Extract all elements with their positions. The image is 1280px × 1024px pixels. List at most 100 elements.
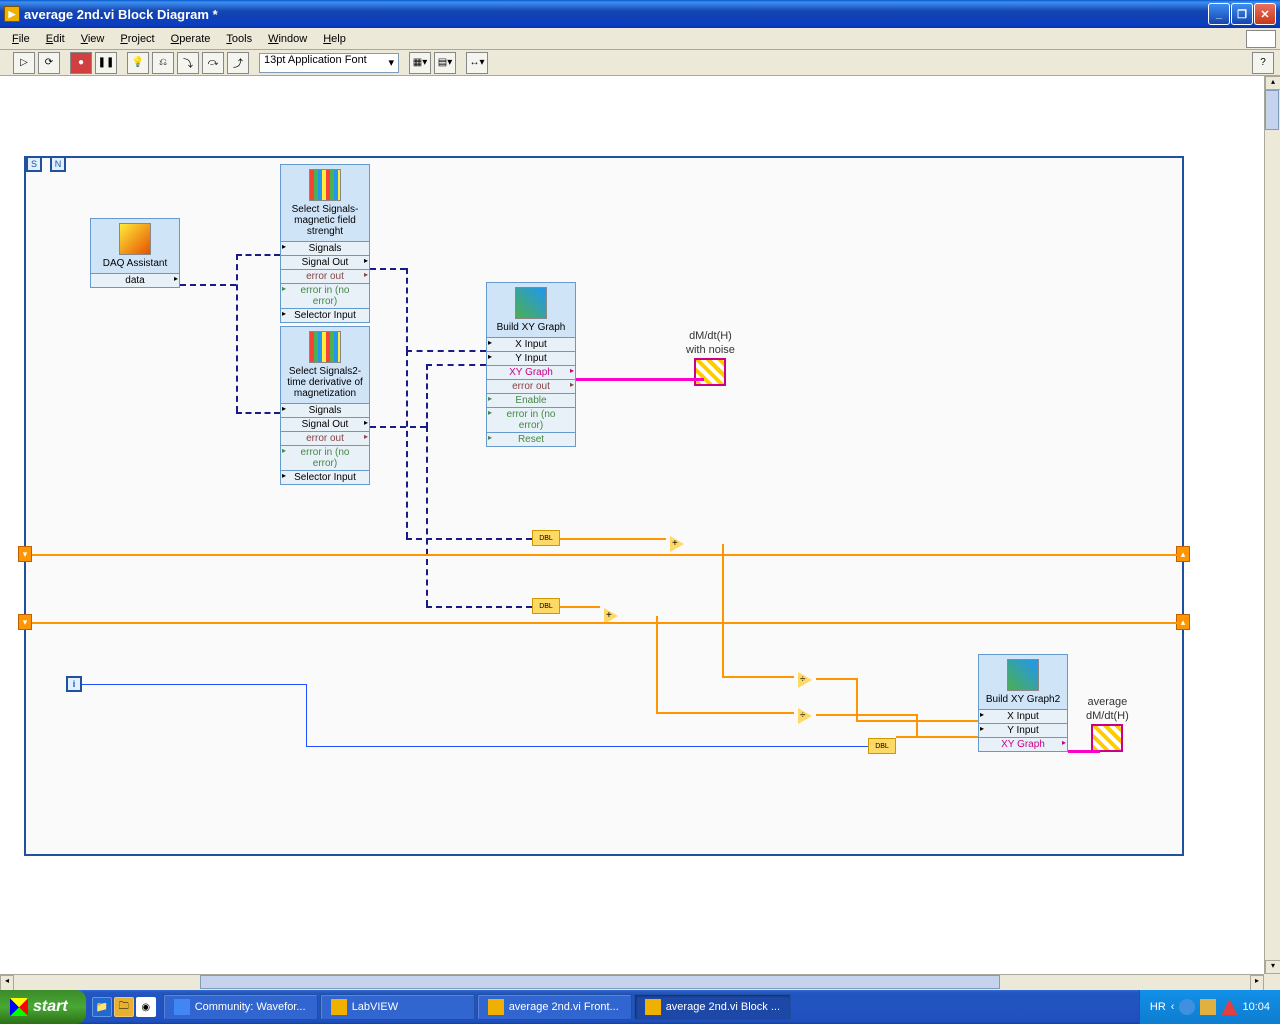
build1-reset[interactable]: Reset: [487, 432, 575, 446]
reorder-button[interactable]: ↔▾: [466, 52, 488, 74]
scroll-down-button[interactable]: ▾: [1265, 960, 1280, 974]
wire: [406, 538, 532, 540]
vertical-scrollbar[interactable]: ▴ ▾: [1264, 76, 1280, 974]
start-button[interactable]: start: [0, 990, 86, 1024]
help-button[interactable]: ?: [1252, 52, 1274, 74]
sel2-signal-out[interactable]: Signal Out: [281, 417, 369, 431]
build-xy-icon: [515, 287, 547, 319]
step-into-button[interactable]: ⤵: [177, 52, 199, 74]
graph-indicator-2[interactable]: average dM/dt(H): [1086, 696, 1129, 752]
to-double-2[interactable]: DBL: [532, 598, 560, 614]
minimize-button[interactable]: _: [1208, 3, 1230, 25]
build-xy-graph2-node[interactable]: Build XY Graph2 X Input Y Input XY Graph: [978, 654, 1068, 752]
build1-x[interactable]: X Input: [487, 337, 575, 351]
tray-alert-icon[interactable]: [1221, 999, 1237, 1015]
taskbar-item-label: average 2nd.vi Front...: [509, 1001, 619, 1013]
loop-n-terminal[interactable]: N: [50, 156, 66, 172]
tray-volume-icon[interactable]: [1200, 999, 1216, 1015]
step-over-button[interactable]: ⤼: [202, 52, 224, 74]
menu-edit[interactable]: Edit: [38, 31, 73, 47]
build2-x[interactable]: X Input: [979, 709, 1067, 723]
to-double-3[interactable]: DBL: [868, 738, 896, 754]
close-button[interactable]: ✕: [1254, 3, 1276, 25]
shift-register-left-1[interactable]: ▾: [18, 546, 32, 562]
taskbar-item-1[interactable]: LabVIEW: [320, 994, 475, 1020]
ql-explorer-icon[interactable]: 📁: [92, 997, 112, 1017]
wire: [560, 606, 600, 608]
vscroll-thumb[interactable]: [1265, 90, 1279, 130]
for-loop-structure[interactable]: S N i ▾ ▾ ▴ ▴ DAQ Assistant data Se: [24, 156, 1184, 856]
windows-logo-icon: [10, 998, 28, 1016]
diagram-canvas[interactable]: S N i ▾ ▾ ▴ ▴ DAQ Assistant data Se: [0, 76, 1264, 974]
divide-node-2[interactable]: [794, 706, 816, 726]
abort-button[interactable]: ●: [70, 52, 92, 74]
daq-data-row[interactable]: data: [91, 273, 179, 287]
build1-errout[interactable]: error out: [487, 379, 575, 393]
scroll-left-button[interactable]: ◂: [0, 975, 14, 991]
menu-project[interactable]: Project: [112, 31, 162, 47]
horizontal-scrollbar[interactable]: ◂ ▸: [0, 974, 1264, 990]
pause-button[interactable]: ❚❚: [95, 52, 117, 74]
scroll-up-button[interactable]: ▴: [1265, 76, 1280, 90]
build2-y[interactable]: Y Input: [979, 723, 1067, 737]
loop-i-terminal[interactable]: i: [66, 676, 82, 692]
menu-help[interactable]: Help: [315, 31, 354, 47]
shift-register-left-2[interactable]: ▾: [18, 614, 32, 630]
menu-file[interactable]: File: [4, 31, 38, 47]
vi-icon[interactable]: [1246, 30, 1276, 48]
sel1-selector[interactable]: Selector Input: [281, 308, 369, 322]
sel2-error-in[interactable]: error in (no error): [281, 445, 369, 470]
sel1-error-in[interactable]: error in (no error): [281, 283, 369, 308]
ql-folder-icon[interactable]: 🗀: [114, 997, 134, 1017]
distribute-button[interactable]: ▤▾: [434, 52, 456, 74]
maximize-button[interactable]: ❐: [1231, 3, 1253, 25]
window-title: average 2nd.vi Block Diagram *: [24, 7, 1208, 22]
build-xy-graph-node[interactable]: Build XY Graph X Input Y Input XY Graph …: [486, 282, 576, 447]
build1-xy[interactable]: XY Graph: [487, 365, 575, 379]
sel2-selector[interactable]: Selector Input: [281, 470, 369, 484]
tray-network-icon[interactable]: [1179, 999, 1195, 1015]
build1-enable[interactable]: Enable: [487, 393, 575, 407]
select-signals-1-node[interactable]: Select Signals- magnetic field strenght …: [280, 164, 370, 323]
select-signals-2-node[interactable]: Select Signals2- time derivative of magn…: [280, 326, 370, 485]
loop-s-terminal[interactable]: S: [26, 156, 42, 172]
divide-node-1[interactable]: [794, 670, 816, 690]
font-selector[interactable]: 13pt Application Font: [259, 53, 399, 73]
tray-lang[interactable]: HR: [1150, 1001, 1166, 1013]
taskbar-item-label: LabVIEW: [352, 1001, 398, 1013]
align-button[interactable]: ▦▾: [409, 52, 431, 74]
sel2-signals[interactable]: Signals: [281, 403, 369, 417]
tray-clock[interactable]: 10:04: [1242, 1001, 1270, 1013]
ql-chrome-icon[interactable]: ◉: [136, 997, 156, 1017]
step-out-button[interactable]: ⤴: [227, 52, 249, 74]
menu-window[interactable]: Window: [260, 31, 315, 47]
run-continuous-button[interactable]: ⟳: [38, 52, 60, 74]
taskbar-item-2[interactable]: average 2nd.vi Front...: [477, 994, 632, 1020]
sel1-signals[interactable]: Signals: [281, 241, 369, 255]
build1-errin[interactable]: error in (no error): [487, 407, 575, 432]
build1-y[interactable]: Y Input: [487, 351, 575, 365]
menu-tools[interactable]: Tools: [218, 31, 260, 47]
wire: [236, 254, 238, 412]
sel2-error-out[interactable]: error out: [281, 431, 369, 445]
sel1-error-out[interactable]: error out: [281, 269, 369, 283]
graph1-label1: dM/dt(H): [686, 330, 735, 342]
highlight-button[interactable]: 💡: [127, 52, 149, 74]
build2-xy[interactable]: XY Graph: [979, 737, 1067, 751]
build-xy-title: Build XY Graph: [497, 322, 566, 333]
taskbar-item-3[interactable]: average 2nd.vi Block ...: [634, 994, 791, 1020]
to-double-1[interactable]: DBL: [532, 530, 560, 546]
add-node-1[interactable]: [666, 534, 688, 554]
retain-wires-button[interactable]: ⎌: [152, 52, 174, 74]
menu-view[interactable]: View: [73, 31, 113, 47]
scroll-right-button[interactable]: ▸: [1250, 975, 1264, 991]
hscroll-thumb[interactable]: [200, 975, 1000, 989]
tray-expand-icon[interactable]: ‹: [1171, 1001, 1175, 1013]
wire: [656, 616, 658, 712]
daq-assistant-node[interactable]: DAQ Assistant data: [90, 218, 180, 288]
run-button[interactable]: ▷: [13, 52, 35, 74]
wire: [82, 684, 306, 685]
taskbar-item-0[interactable]: Community: Wavefor...: [163, 994, 318, 1020]
sel1-signal-out[interactable]: Signal Out: [281, 255, 369, 269]
menu-operate[interactable]: Operate: [163, 31, 219, 47]
